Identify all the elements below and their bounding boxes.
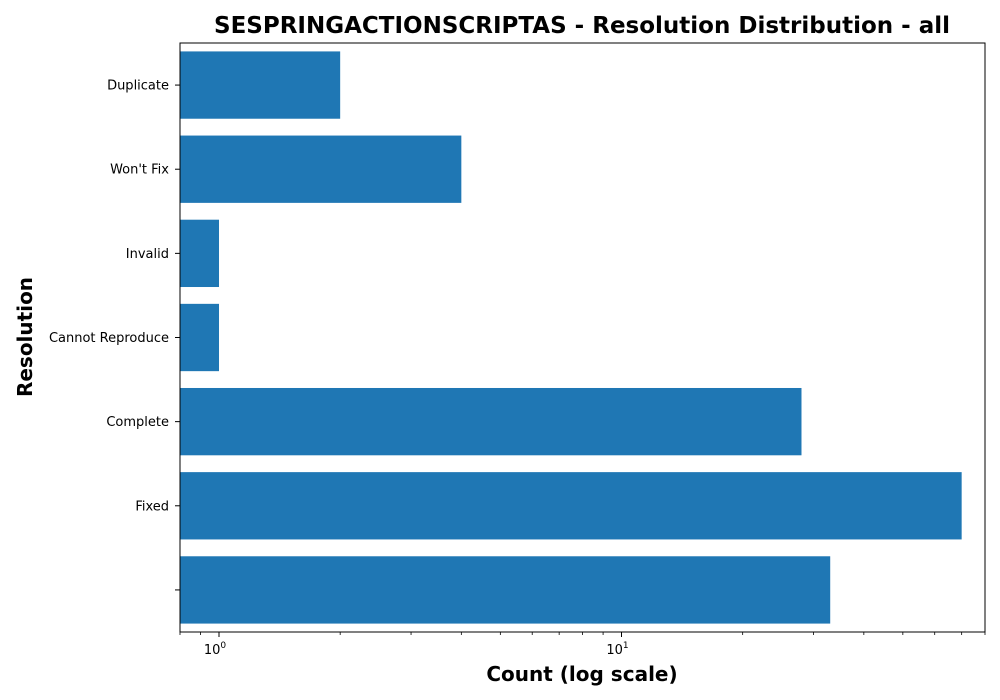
y-tick-label: Complete [106,415,169,430]
bar [180,51,341,119]
y-axis-label: Resolution [13,277,37,397]
y-tick-label: Invalid [126,247,169,262]
plot-area: Fixed Complete Cannot Reproduce Invalid Won'… [49,42,986,658]
x-tick-label: 101 [606,641,628,658]
x-axis-label: Count (log scale) [486,662,677,686]
chart-title: SESPRINGACTIONSCRIPTAS - Resolution Dist… [214,13,950,39]
y-tick-label: Duplicate [107,79,169,94]
y-tick-label: Cannot Reproduce [49,331,169,346]
bar [180,135,462,203]
plot-frame [179,42,986,633]
y-tick-label: Fixed [135,499,169,514]
x-tick-label: 100 [204,641,227,658]
bar [180,303,220,372]
bar [180,387,802,456]
bar [180,219,220,288]
y-tick-label: Won't Fix [110,163,169,178]
bar [180,556,831,624]
bar [180,472,962,540]
